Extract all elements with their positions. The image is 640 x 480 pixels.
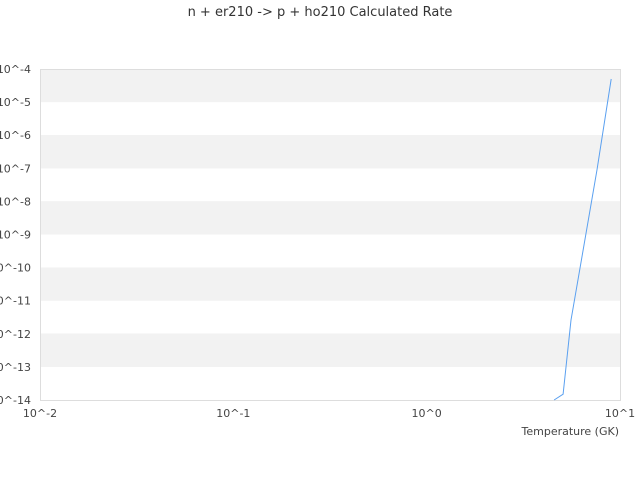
grid-band xyxy=(40,168,620,202)
x-tick-label: 10^0 xyxy=(412,407,442,420)
y-axis: 10^-4 10^-5 10^-6 10^-7 10^-8 10^-9 10^-10 10^-… xyxy=(0,63,31,407)
grid-band xyxy=(40,102,620,136)
y-tick-label: 10^-7 xyxy=(0,162,31,175)
plot-frame xyxy=(40,69,621,401)
y-tick-label: 10^-6 xyxy=(0,129,31,142)
grid-band xyxy=(40,366,620,400)
y-tick-label: 10^-9 xyxy=(0,229,31,242)
y-tick-label: 10^-13 xyxy=(0,361,31,374)
y-tick-label: 10^-14 xyxy=(0,394,31,407)
grid-band xyxy=(40,135,620,169)
y-tick-label: 10^-12 xyxy=(0,328,31,341)
y-tick-label: 10^-8 xyxy=(0,195,31,208)
grid-band xyxy=(40,69,620,103)
x-tick-label: 10^-1 xyxy=(216,407,250,420)
grid-band xyxy=(40,333,620,367)
grid-bands xyxy=(40,69,620,401)
y-tick-label: 10^-5 xyxy=(0,96,31,109)
x-tick-label: 10^-2 xyxy=(23,407,57,420)
chart-title: n + er210 -> p + ho210 Calculated Rate xyxy=(188,5,453,20)
grid-band xyxy=(40,201,620,235)
y-tick-label: 10^-4 xyxy=(0,63,31,76)
y-tick-label: 10^-10 xyxy=(0,262,31,275)
rate-line xyxy=(553,78,612,401)
grid-band xyxy=(40,267,620,301)
y-tick-label: 10^-11 xyxy=(0,295,31,308)
grid-band xyxy=(40,300,620,334)
x-tick-label: 10^1 xyxy=(605,407,635,420)
grid-band xyxy=(40,234,620,268)
x-axis-label: Temperature (GK) xyxy=(521,425,620,438)
x-axis: 10^-2 10^-1 10^0 10^1 xyxy=(23,407,635,420)
